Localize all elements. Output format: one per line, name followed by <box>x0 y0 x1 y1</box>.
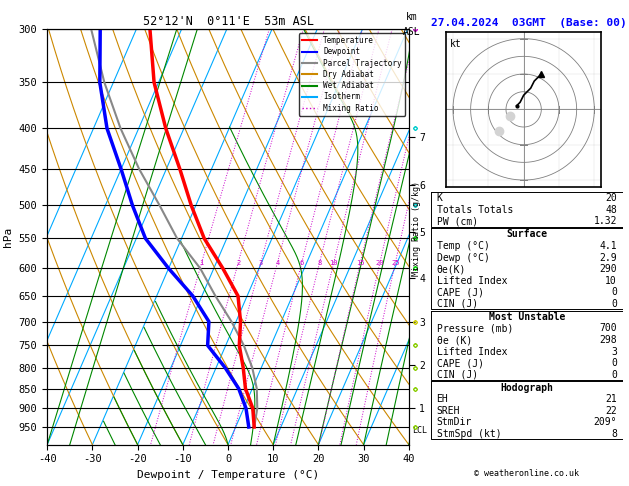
Text: Totals Totals: Totals Totals <box>437 205 513 215</box>
Text: Most Unstable: Most Unstable <box>489 312 565 322</box>
Text: CAPE (J): CAPE (J) <box>437 287 484 297</box>
Text: θe (K): θe (K) <box>437 335 472 345</box>
Text: 1.32: 1.32 <box>593 216 617 226</box>
Text: 0: 0 <box>611 370 617 380</box>
Text: SREH: SREH <box>437 406 460 416</box>
Text: kt: kt <box>449 39 461 49</box>
Text: PW (cm): PW (cm) <box>437 216 478 226</box>
Text: 3: 3 <box>259 260 263 265</box>
Text: 8: 8 <box>318 260 321 265</box>
Text: 4.1: 4.1 <box>599 241 617 251</box>
Text: 20: 20 <box>605 193 617 203</box>
Text: 209°: 209° <box>593 417 617 428</box>
Text: θe(K): θe(K) <box>437 264 466 274</box>
Legend: Temperature, Dewpoint, Parcel Trajectory, Dry Adiabat, Wet Adiabat, Isotherm, Mi: Temperature, Dewpoint, Parcel Trajectory… <box>299 33 405 116</box>
Text: 20: 20 <box>376 260 384 265</box>
Text: 10: 10 <box>605 276 617 286</box>
Text: StmDir: StmDir <box>437 417 472 428</box>
Text: 2.9: 2.9 <box>599 253 617 262</box>
Text: 4: 4 <box>276 260 279 265</box>
Text: 0: 0 <box>611 358 617 368</box>
Y-axis label: hPa: hPa <box>3 227 13 247</box>
Text: 48: 48 <box>605 205 617 215</box>
Text: Lifted Index: Lifted Index <box>437 347 507 357</box>
Title: 52°12'N  0°11'E  53m ASL: 52°12'N 0°11'E 53m ASL <box>143 15 313 28</box>
Text: 27.04.2024  03GMT  (Base: 00): 27.04.2024 03GMT (Base: 00) <box>431 18 626 29</box>
Text: ASL: ASL <box>403 27 421 37</box>
Text: EH: EH <box>437 394 448 404</box>
Text: 298: 298 <box>599 335 617 345</box>
Text: km: km <box>406 12 418 22</box>
Text: 8: 8 <box>611 429 617 439</box>
Text: 22: 22 <box>605 406 617 416</box>
Text: K: K <box>437 193 442 203</box>
Text: Dewp (°C): Dewp (°C) <box>437 253 489 262</box>
Text: 290: 290 <box>599 264 617 274</box>
Text: © weatheronline.co.uk: © weatheronline.co.uk <box>474 469 579 478</box>
Text: CIN (J): CIN (J) <box>437 299 478 309</box>
Text: 1: 1 <box>199 260 204 265</box>
Text: Temp (°C): Temp (°C) <box>437 241 489 251</box>
X-axis label: Dewpoint / Temperature (°C): Dewpoint / Temperature (°C) <box>137 470 319 480</box>
Text: LCL: LCL <box>413 426 428 435</box>
Text: Surface: Surface <box>506 229 547 240</box>
Text: CIN (J): CIN (J) <box>437 370 478 380</box>
Text: 2: 2 <box>236 260 240 265</box>
Text: 700: 700 <box>599 324 617 333</box>
Text: 6: 6 <box>299 260 304 265</box>
Text: CAPE (J): CAPE (J) <box>437 358 484 368</box>
Text: Hodograph: Hodograph <box>500 383 554 393</box>
Text: StmSpd (kt): StmSpd (kt) <box>437 429 501 439</box>
Text: Lifted Index: Lifted Index <box>437 276 507 286</box>
Text: 0: 0 <box>611 287 617 297</box>
Text: Pressure (mb): Pressure (mb) <box>437 324 513 333</box>
Text: Mixing Ratio (g/kg): Mixing Ratio (g/kg) <box>412 181 421 276</box>
Text: 3: 3 <box>611 347 617 357</box>
Text: 10: 10 <box>330 260 338 265</box>
Text: 15: 15 <box>356 260 365 265</box>
Text: 0: 0 <box>611 299 617 309</box>
Text: 21: 21 <box>605 394 617 404</box>
Text: 25: 25 <box>391 260 399 265</box>
